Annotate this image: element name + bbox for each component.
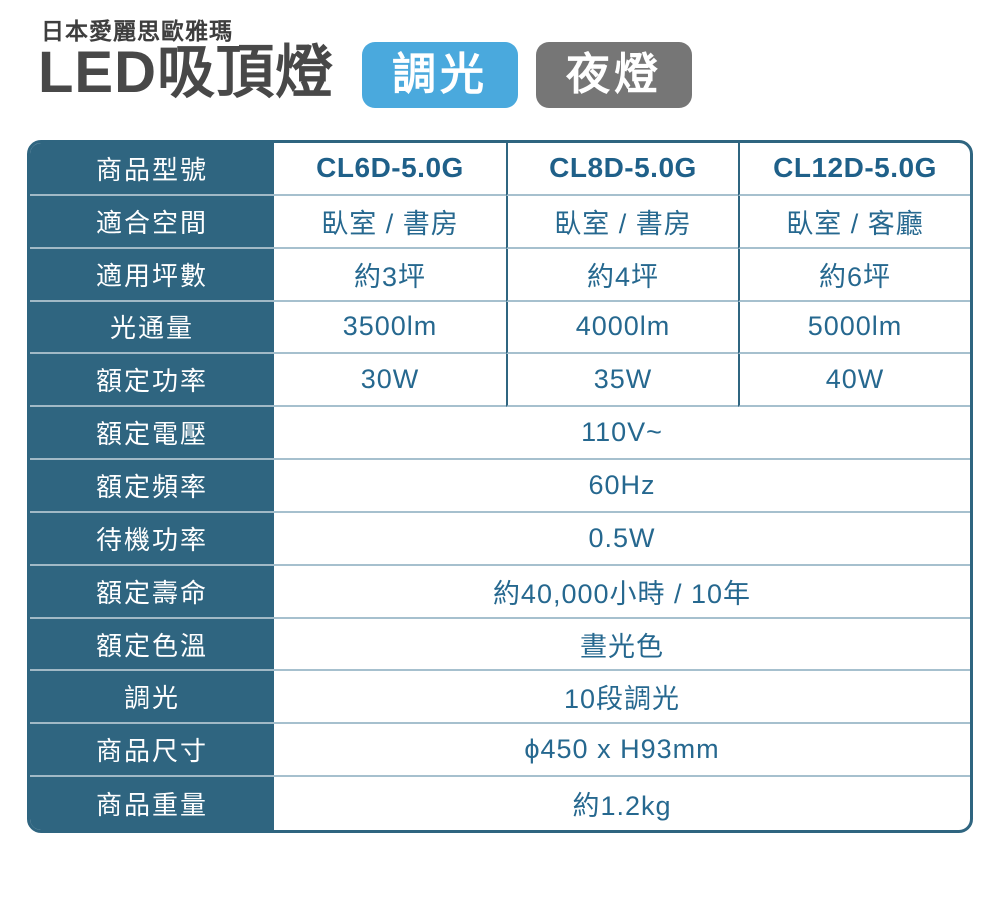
spec-value-span: 約40,000小時 / 10年 <box>274 566 970 619</box>
spec-value-span: 10段調光 <box>274 671 970 725</box>
title-row: LED吸頂燈 調光 夜燈 <box>38 38 693 108</box>
spec-value: 臥室 / 書房 <box>506 195 738 249</box>
spec-value-span: 晝光色 <box>274 619 970 672</box>
spec-value-span: ϕ450 x H93mm <box>274 724 970 778</box>
page-title: LED吸頂燈 <box>38 40 335 105</box>
spec-value: 35W <box>506 354 738 408</box>
row-label: 待機功率 <box>30 512 274 566</box>
row-label: 商品尺寸 <box>30 724 274 778</box>
spec-value: 約6坪 <box>738 248 970 302</box>
spec-value-span: 0.5W <box>274 513 970 566</box>
spec-value: 5000lm <box>738 301 970 355</box>
row-label: 光通量 <box>30 301 274 355</box>
spec-value: 40W <box>738 354 970 408</box>
spec-value: 3500lm <box>274 302 506 355</box>
spec-value: CL12D-5.0G <box>738 143 970 196</box>
spec-value: CL8D-5.0G <box>506 143 738 196</box>
spec-value: 臥室 / 客廳 <box>738 195 970 249</box>
row-label: 額定色溫 <box>30 618 274 672</box>
spec-value: 30W <box>274 354 506 408</box>
row-label: 調光 <box>30 671 274 725</box>
row-label: 商品重量 <box>30 777 274 830</box>
row-label: 額定電壓 <box>30 407 274 461</box>
spec-table: 商品型號 CL6D-5.0G CL8D-5.0G CL12D-5.0G 適合空間 臥室 /… <box>27 140 973 833</box>
feature-badges: 調光 夜燈 <box>362 42 693 108</box>
brand-name: 日本愛麗思歐雅瑪 <box>41 18 233 44</box>
spec-value: CL6D-5.0G <box>274 143 506 196</box>
row-label: 額定頻率 <box>30 460 274 513</box>
row-label: 商品型號 <box>30 143 274 196</box>
spec-value-span: 約1.2kg <box>572 791 672 822</box>
spec-value: 4000lm <box>506 301 738 355</box>
spec-value: 約3坪 <box>274 249 506 302</box>
spec-value-span: 60Hz <box>274 460 970 513</box>
row-label: 適合空間 <box>30 195 274 249</box>
row-label: 額定功率 <box>30 354 274 408</box>
spec-value: 約4坪 <box>506 248 738 302</box>
row-label: 額定壽命 <box>30 565 274 619</box>
row-label: 適用坪數 <box>30 248 274 302</box>
spec-value-span: 110V~ <box>274 407 970 461</box>
spec-value: 臥室 / 書房 <box>274 196 506 249</box>
badge-dimming: 調光 <box>362 42 519 108</box>
badge-nightlight: 夜燈 <box>536 42 693 108</box>
